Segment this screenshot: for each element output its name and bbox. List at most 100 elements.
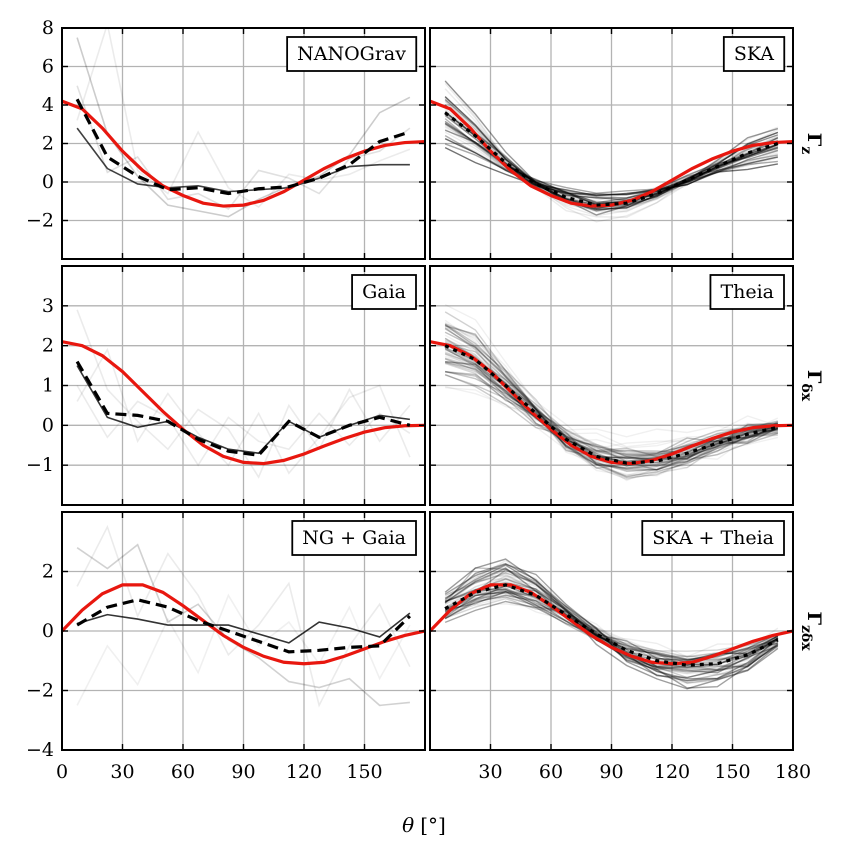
panel-label-box: SKA + Theia [641, 520, 785, 556]
panel-label: Theia [720, 281, 774, 303]
x-axis-unit: [°] [420, 813, 446, 837]
realization-line [444, 587, 779, 664]
plot-area [430, 79, 793, 223]
ticks [430, 266, 793, 505]
row-label-sub: δx [798, 383, 814, 401]
panel-label: SKA [734, 43, 774, 65]
realization-line [444, 597, 779, 652]
realization-line [444, 321, 778, 459]
realization-line [444, 128, 779, 205]
panel-label: SKA + Theia [652, 527, 774, 549]
realization-line [444, 585, 779, 668]
row-label-main: Γ [803, 133, 825, 147]
theory-curve [430, 99, 793, 208]
ticks [62, 266, 425, 505]
realization-line [444, 337, 779, 471]
realization-line [444, 104, 779, 206]
realization-line [444, 303, 779, 479]
realization-line [444, 361, 778, 449]
realization-line [444, 351, 779, 482]
theory-curve [430, 340, 793, 466]
panel-label: NANOGrav [297, 43, 406, 65]
mean-curve [76, 598, 412, 654]
realization-line [76, 593, 411, 706]
x-tick-label: 0 [56, 761, 68, 783]
panel-gaia: −1 0 1 2 3 Gaia [26, 265, 426, 506]
realization-line [444, 326, 779, 477]
y-tick-label: −2 [26, 680, 54, 702]
realization-line [444, 558, 779, 682]
y-tick-label: 6 [42, 56, 54, 78]
realization-line [444, 374, 778, 456]
realization-line [444, 565, 779, 676]
realization-line [76, 347, 411, 475]
panel-label-box: Theia [709, 274, 785, 310]
row-label-sub: z [798, 146, 814, 154]
realization-line [444, 98, 779, 212]
ticks [62, 512, 425, 751]
y-tick-label: 1 [42, 375, 54, 397]
y-tick-label: 2 [42, 335, 54, 357]
realization-line [444, 589, 779, 660]
panel-label-frame [722, 36, 786, 72]
y-tick-label: 8 [42, 17, 54, 39]
panel-label: Gaia [362, 281, 406, 303]
row-label: Γδx [798, 370, 825, 402]
panel-nanograv: −2 0 2 4 6 8 NANOGrav [26, 17, 426, 260]
realization-line [445, 387, 779, 438]
realization-line [444, 347, 779, 471]
realization-line [444, 138, 779, 197]
plot-area [62, 524, 425, 708]
ticks [430, 27, 793, 259]
y-tick-label: 4 [42, 94, 54, 116]
realization-line [444, 578, 779, 666]
panel-label-frame [291, 520, 417, 556]
ticks [62, 27, 425, 259]
realization-line [444, 334, 779, 477]
x-tick-label: 150 [346, 761, 382, 783]
realization-line [444, 137, 779, 197]
panel-ska: SKA [429, 27, 794, 260]
row-label-main: Γ [803, 370, 825, 384]
ticks [430, 512, 793, 751]
theory-curve [62, 340, 425, 466]
panel-label-frame [286, 36, 418, 72]
x-tick-label: 60 [539, 761, 563, 783]
x-tick-label: 120 [654, 761, 690, 783]
x-tick-label: 180 [775, 761, 811, 783]
x-tick-label: 90 [231, 761, 255, 783]
realization-line [444, 573, 779, 675]
realization-line [444, 339, 779, 471]
realization-line [444, 311, 779, 479]
y-tick-label: 0 [42, 620, 54, 642]
plot-area [430, 558, 793, 690]
realization-line [444, 373, 779, 458]
panel-label-frame [641, 520, 785, 556]
realization-line [444, 594, 779, 660]
realization-line [444, 96, 779, 210]
y-tick-label: 2 [42, 561, 54, 583]
realization-line [444, 563, 779, 679]
panel-ng_gaia: −4 −2 0 2 NG + Gaia 0 30 60 90 120 150 [26, 511, 426, 783]
y-tick-label: 3 [42, 295, 54, 317]
panel-theia: Theia [429, 265, 794, 506]
panel-label-frame [351, 274, 417, 310]
realization-line [444, 324, 779, 472]
realization-line [444, 361, 778, 460]
theory-curve [62, 583, 425, 666]
realization-line [76, 385, 411, 467]
x-tick-label: 60 [171, 761, 195, 783]
realization-line [444, 353, 778, 458]
y-tick-label: −4 [26, 739, 54, 761]
realization-line [444, 573, 779, 667]
realization-line [444, 331, 779, 471]
realization-line [444, 576, 779, 669]
plot-area [62, 309, 425, 479]
panel-label-box: SKA [722, 36, 786, 72]
panel-label-box: NANOGrav [286, 36, 418, 72]
y-tick-label: 0 [42, 171, 54, 193]
realization-line [444, 591, 779, 661]
realization-line [444, 584, 779, 669]
realization-line [444, 143, 778, 194]
